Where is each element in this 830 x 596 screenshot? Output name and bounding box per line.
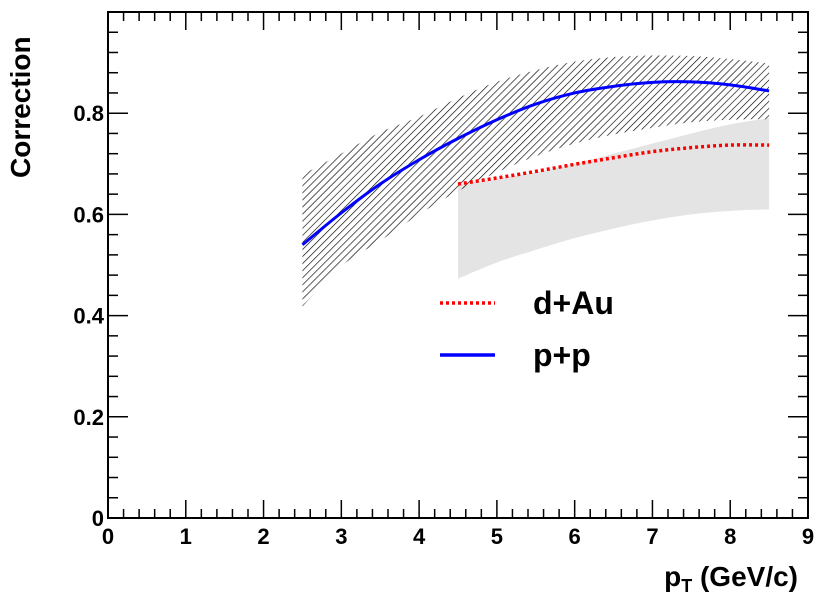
legend-label-dau: d+Au — [533, 285, 614, 321]
x-axis-title-symbol: p — [664, 561, 681, 592]
series-line-dau — [457, 143, 770, 186]
x-tick-label: 9 — [802, 524, 814, 549]
uncertainty-band-pp — [302, 55, 770, 307]
plot-frame — [107, 11, 809, 519]
legend-label-pp: p+p — [533, 337, 591, 373]
uncertainty-band-dau — [458, 118, 770, 279]
x-tick-label: 5 — [491, 524, 503, 549]
x-axis-title-unit: (GeV/c) — [692, 561, 798, 592]
x-tick-label: 3 — [335, 524, 347, 549]
x-tick-label: 1 — [180, 524, 192, 549]
x-axis-title-subscript: T — [681, 576, 692, 596]
x-tick-label: 4 — [413, 524, 426, 549]
x-tick-label: 0 — [102, 524, 114, 549]
y-tick-label: 0.8 — [73, 101, 104, 126]
x-tick-label: 6 — [569, 524, 581, 549]
y-axis-title: Correction — [5, 36, 36, 178]
y-tick-label: 0.6 — [73, 202, 104, 227]
y-tick-label: 0.2 — [73, 405, 104, 430]
x-tick-label: 8 — [724, 524, 736, 549]
y-tick-label: 0.4 — [73, 304, 104, 329]
x-axis-title: pT (GeV/c) — [664, 561, 798, 596]
series-line-pp — [301, 80, 770, 246]
legend: d+Au p+p — [440, 285, 614, 373]
x-tick-label: 2 — [257, 524, 269, 549]
y-tick-label: 0 — [92, 506, 104, 531]
x-tick-label: 7 — [646, 524, 658, 549]
